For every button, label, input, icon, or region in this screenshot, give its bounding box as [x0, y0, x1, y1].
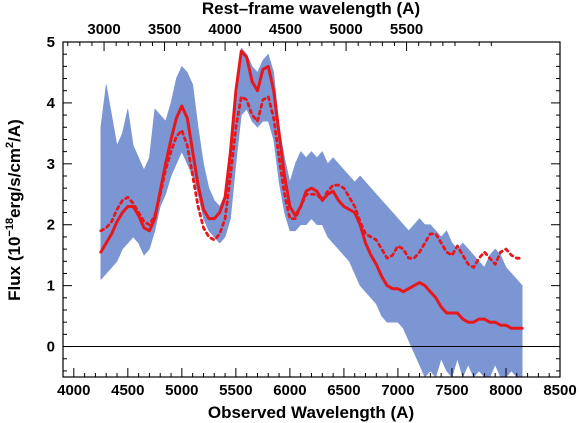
top-tick-label: 5000 — [329, 21, 362, 38]
y-tick-label: 1 — [47, 278, 55, 295]
y-axis-title-part-3: /A) — [5, 119, 24, 142]
top-axis-title: Rest–frame wavelength (A) — [202, 0, 420, 18]
solid-model-line — [99, 49, 524, 330]
model-lines-layer — [99, 49, 524, 330]
x-tick-label: 8000 — [489, 382, 522, 399]
x-tick-label: 8500 — [543, 382, 576, 399]
x-tick-label: 5000 — [165, 382, 198, 399]
x-tick-label: 5500 — [219, 382, 252, 399]
y-axis-title-part-1: Flux (10 — [5, 237, 24, 301]
dotted-model-line — [99, 95, 524, 269]
y-axis-title-exponent: −18 — [4, 218, 16, 237]
top-tick-label: 4000 — [208, 21, 241, 38]
y-tick-label: 4 — [47, 95, 56, 112]
y-tick-label: 2 — [47, 217, 55, 234]
y-tick-label: 0 — [47, 339, 55, 356]
x-tick-label: 7500 — [435, 382, 468, 399]
y-tick-label: 3 — [47, 156, 55, 173]
x-axis-title: Observed Wavelength (A) — [208, 403, 414, 422]
x-tick-label: 7000 — [381, 382, 414, 399]
x-tick-label: 6500 — [327, 382, 360, 399]
x-tick-label: 4500 — [111, 382, 144, 399]
top-tick-label: 5500 — [390, 21, 423, 38]
y-axis-title-superscript: 2 — [4, 142, 16, 148]
y-axis-title-part-2: erg/s/cm — [5, 148, 24, 218]
top-tick-label: 3500 — [148, 21, 181, 38]
y-tick-label: 5 — [47, 34, 55, 51]
top-tick-label: 4500 — [269, 21, 302, 38]
y-axis-title: Flux (10−18erg/s/cm2/A) — [4, 119, 24, 301]
x-tick-label: 6000 — [273, 382, 306, 399]
x-tick-label: 4000 — [57, 382, 90, 399]
top-tick-label: 3000 — [87, 21, 120, 38]
ticks-layer: 4000 4500 5000 5500 6000 6500 7000 7500 8000 8500… — [47, 21, 577, 399]
